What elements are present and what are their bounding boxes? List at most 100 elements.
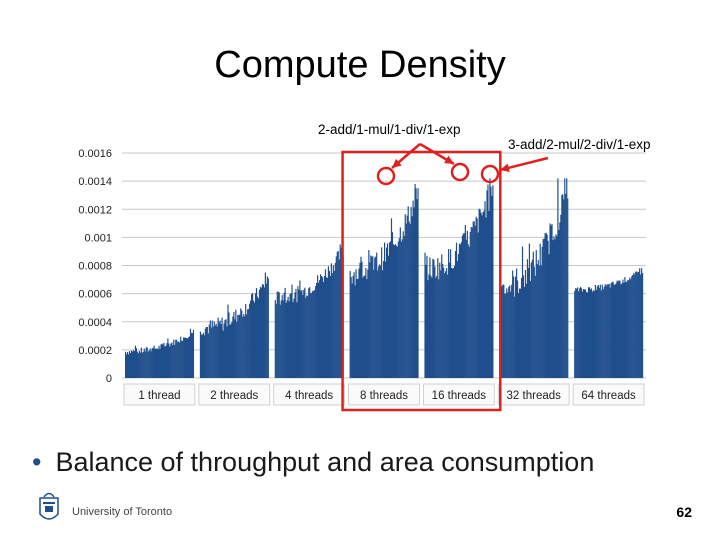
bar [485,217,487,378]
bar [168,343,170,378]
bar [545,232,547,378]
bar [237,314,239,378]
bar [474,225,476,378]
bar [511,284,513,378]
bar [532,251,534,378]
bar [630,279,632,378]
bar [537,260,539,378]
bar [312,290,314,378]
bar [383,261,385,378]
x-label-box [273,383,346,406]
bar [529,281,531,378]
x-tick-label: 8 threads [360,390,408,402]
bar [159,348,161,378]
bar [477,232,479,378]
bar [181,340,183,378]
bar [550,225,552,378]
bar [215,323,217,378]
bar [206,326,208,378]
bar [362,277,364,378]
bar [631,276,633,378]
bar [512,270,514,378]
bar [293,298,295,378]
bar [539,243,541,378]
bar [232,316,234,378]
bar [246,314,248,378]
x-label-box [348,383,420,406]
bar [393,245,396,378]
bar [447,274,449,378]
bar [235,309,237,378]
bar [278,292,280,378]
bar [184,337,186,378]
bar [252,300,255,378]
bar [524,270,527,378]
bar [367,269,369,378]
bar [138,350,140,378]
chart-bars [125,178,644,378]
bar [460,242,462,378]
bar [205,326,207,378]
bar [131,351,134,378]
bar [155,348,157,378]
bar [302,294,304,378]
bar [426,255,428,378]
bar [290,293,292,378]
bar [350,276,352,378]
y-axis-ticks: 0.0016 0.0014 0.0012 0.001 0.0008 0.0006 0.000… [78,148,112,385]
bar [615,283,617,378]
bar [303,289,305,378]
bar [440,270,442,378]
bar [135,348,137,378]
bar [441,254,443,378]
highlight-annotations [341,142,549,412]
bar [581,288,583,378]
bar [530,262,532,378]
bar [332,265,334,378]
bar [516,280,519,378]
bar [207,333,209,378]
bar [288,301,290,378]
bar [286,300,288,378]
bar [295,288,297,378]
bar [390,218,393,378]
bar [482,212,484,378]
x-axis-labels: 1 thread 2 threads 4 threads 8 threads 16 th… [123,383,645,406]
bar [307,295,309,378]
bar [583,289,586,378]
y-tick-label: 0.0006 [78,289,112,301]
bar [392,244,395,378]
x-label-box [572,383,645,406]
bar [475,216,477,378]
bar [640,274,642,378]
bar [314,290,316,378]
annotation-left: 2-add/1-mul/1-div/1-exp [318,122,461,137]
bar [407,206,409,378]
bar [276,291,278,378]
bar [298,289,300,378]
bar [192,329,195,378]
bar [186,338,189,378]
bar [591,291,594,378]
bar [361,261,363,378]
bar [521,246,524,378]
bar [287,296,289,378]
bar [208,324,210,378]
bar [310,293,312,378]
bar [609,287,611,378]
bar [182,340,184,378]
bar [412,200,414,378]
bar [641,268,643,378]
bar [548,254,550,378]
slide-title: Compute Density [214,44,506,86]
bar [369,262,371,378]
bar [292,302,294,378]
bar [582,291,584,378]
bar [263,287,265,378]
bar [604,284,606,378]
bar [471,227,473,378]
bar [132,350,135,378]
bar [491,195,493,378]
bar [430,275,432,378]
